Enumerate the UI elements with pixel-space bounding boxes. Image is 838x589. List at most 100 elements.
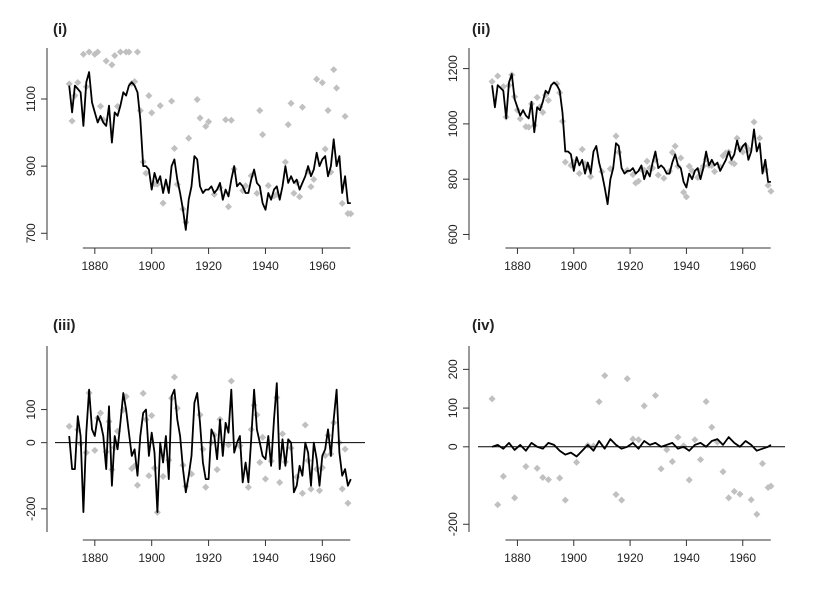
data-point	[561, 158, 569, 166]
data-point	[764, 181, 772, 189]
data-point	[324, 106, 332, 114]
data-point	[668, 148, 676, 156]
data-point	[139, 389, 147, 397]
data-point	[256, 106, 264, 115]
data-point	[202, 122, 210, 130]
data-point	[227, 377, 235, 385]
y-tick-label: 1200	[446, 55, 460, 82]
data-point	[556, 474, 564, 482]
y-tick-label: 100	[24, 399, 38, 419]
data-point	[668, 458, 676, 466]
data-point	[696, 456, 705, 464]
data-point	[341, 112, 349, 120]
data-point	[494, 501, 502, 509]
y-tick-label: 800	[446, 169, 460, 189]
data-point	[148, 109, 156, 117]
data-point	[691, 436, 699, 444]
data-point	[499, 472, 507, 480]
x-tick-label: 1880	[504, 551, 531, 565]
data-point	[193, 96, 201, 104]
data-point	[298, 103, 306, 111]
data-point	[629, 435, 637, 443]
x-tick-label: 1960	[309, 259, 336, 273]
data-point	[587, 173, 595, 181]
data-point	[278, 430, 287, 438]
data-point	[758, 460, 767, 468]
data-point	[96, 102, 105, 110]
data-point	[338, 199, 346, 207]
data-point	[539, 108, 547, 116]
data-point	[196, 114, 204, 122]
data-point	[711, 168, 719, 176]
series-line	[491, 73, 771, 205]
data-point	[333, 84, 341, 92]
panel-4: (iv) 1880 1900 1920 1940 1960 -200 0 100 200	[446, 317, 785, 565]
data-point	[575, 169, 583, 178]
data-point	[224, 203, 233, 211]
data-point	[168, 97, 176, 105]
y-tick-label: -200	[446, 512, 460, 536]
data-point	[298, 489, 306, 497]
data-point	[296, 193, 304, 201]
data-point	[573, 458, 581, 466]
data-point	[261, 475, 269, 483]
data-point	[511, 494, 519, 502]
data-point	[525, 123, 533, 131]
data-point	[544, 476, 552, 484]
data-point	[202, 483, 210, 491]
panel-title: (ii)	[472, 21, 490, 38]
data-point	[544, 96, 552, 104]
data-point	[185, 134, 193, 142]
data-point	[516, 115, 524, 123]
data-point	[680, 188, 688, 196]
data-point	[623, 375, 631, 383]
data-point	[222, 116, 230, 124]
data-point	[756, 134, 764, 142]
data-point	[310, 175, 318, 183]
data-point	[660, 174, 668, 182]
data-point	[259, 131, 267, 139]
data-point	[318, 79, 326, 87]
data-point	[539, 473, 547, 482]
x-tick-label: 1940	[673, 551, 700, 565]
data-point	[253, 189, 261, 197]
data-point	[578, 145, 586, 153]
data-point	[227, 116, 235, 124]
data-point	[170, 144, 178, 152]
data-point	[612, 490, 620, 499]
data-point	[730, 160, 738, 168]
data-point	[313, 75, 321, 83]
data-point	[307, 183, 315, 191]
data-point	[321, 145, 329, 153]
series-line	[68, 382, 352, 513]
data-point	[612, 132, 620, 140]
data-point	[347, 210, 355, 218]
data-point	[65, 422, 73, 430]
data-point	[315, 487, 324, 495]
data-point	[264, 182, 272, 190]
series-line	[491, 436, 772, 458]
data-point	[159, 199, 167, 207]
data-point	[561, 496, 569, 504]
data-point	[256, 458, 264, 466]
data-point	[643, 157, 651, 165]
x-tick-label: 1900	[560, 259, 587, 273]
data-point	[708, 423, 716, 431]
data-point	[488, 395, 496, 403]
data-point	[601, 372, 609, 380]
data-point	[156, 102, 164, 110]
data-point	[142, 169, 150, 177]
data-point	[153, 180, 161, 188]
data-point	[677, 154, 685, 162]
panel-2: (ii) 1880 1900 1920 1940 1960 600 800 1000 1200	[446, 21, 775, 273]
x-tick-label: 1940	[252, 259, 279, 273]
data-point	[736, 490, 744, 498]
data-point	[213, 466, 221, 474]
data-point	[488, 78, 496, 86]
y-tick-label: 0	[446, 443, 460, 450]
x-tick-label: 1920	[195, 551, 222, 565]
data-point	[767, 187, 775, 195]
data-point	[145, 92, 153, 100]
y-tick-label: 1100	[24, 86, 38, 112]
x-tick-label: 1920	[617, 551, 644, 565]
